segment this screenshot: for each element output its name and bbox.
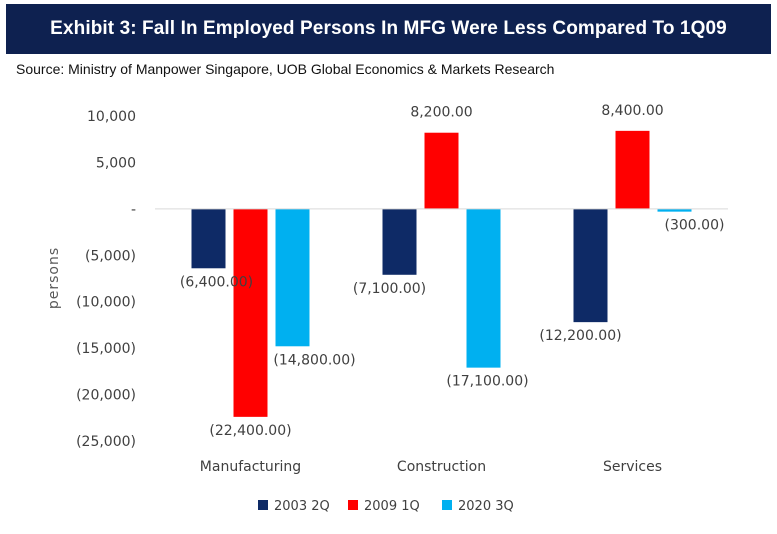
data-label: (22,400.00) — [209, 423, 291, 439]
bar-2020-3q — [275, 208, 310, 347]
bar-2003-2q — [573, 208, 608, 323]
bar-2003-2q — [191, 208, 226, 269]
data-label: (12,200.00) — [539, 328, 621, 344]
bar-2003-2q — [382, 208, 417, 275]
data-label: (6,400.00) — [180, 274, 253, 290]
bars — [191, 130, 692, 417]
category-labels: Manufacturing Construction Services — [200, 459, 662, 475]
y-tick-label: (25,000) — [76, 434, 136, 450]
source-note: Source: Ministry of Manpower Singapore, … — [16, 61, 555, 77]
bar-2020-3q — [657, 208, 692, 212]
bar-2009-1q — [424, 132, 459, 209]
y-tick-label: 5,000 — [96, 155, 136, 171]
data-label: (7,100.00) — [353, 281, 426, 297]
title-banner: Exhibit 3: Fall In Employed Persons In M… — [6, 4, 771, 54]
y-tick-label: (10,000) — [76, 295, 136, 311]
legend-swatch — [348, 500, 358, 510]
data-label: 8,200.00 — [410, 105, 472, 121]
legend-swatch — [258, 500, 268, 510]
y-axis-label: persons — [46, 247, 62, 309]
bar-2020-3q — [466, 208, 501, 368]
data-label: (17,100.00) — [446, 374, 528, 390]
bar-2009-1q — [615, 130, 650, 209]
legend: 2003 2Q 2009 1Q 2020 3Q — [258, 499, 514, 514]
bar-2009-1q — [233, 208, 268, 417]
y-tick-label: (20,000) — [76, 388, 136, 404]
y-tick-label: (15,000) — [76, 341, 136, 357]
data-label: (14,800.00) — [273, 352, 355, 368]
category-label: Manufacturing — [200, 459, 301, 475]
chart-title: Exhibit 3: Fall In Employed Persons In M… — [50, 18, 727, 39]
data-label: 8,400.00 — [601, 103, 663, 119]
legend-swatch — [442, 500, 452, 510]
category-label: Services — [603, 459, 662, 475]
y-tick-label: 10,000 — [87, 109, 136, 125]
y-tick-label: (5,000) — [85, 248, 136, 264]
data-label: (300.00) — [665, 218, 725, 234]
y-tick-label: - — [131, 202, 136, 218]
legend-label: 2020 3Q — [458, 499, 514, 514]
data-labels: (6,400.00) (22,400.00) (14,800.00) (7,100.0… — [180, 103, 725, 439]
y-axis-ticks: 10,000 5,000 - (5,000) (10,000) (15,000) (20,0… — [76, 109, 136, 450]
legend-label: 2009 1Q — [364, 499, 420, 514]
legend-label: 2003 2Q — [274, 499, 330, 514]
category-label: Construction — [397, 459, 486, 475]
